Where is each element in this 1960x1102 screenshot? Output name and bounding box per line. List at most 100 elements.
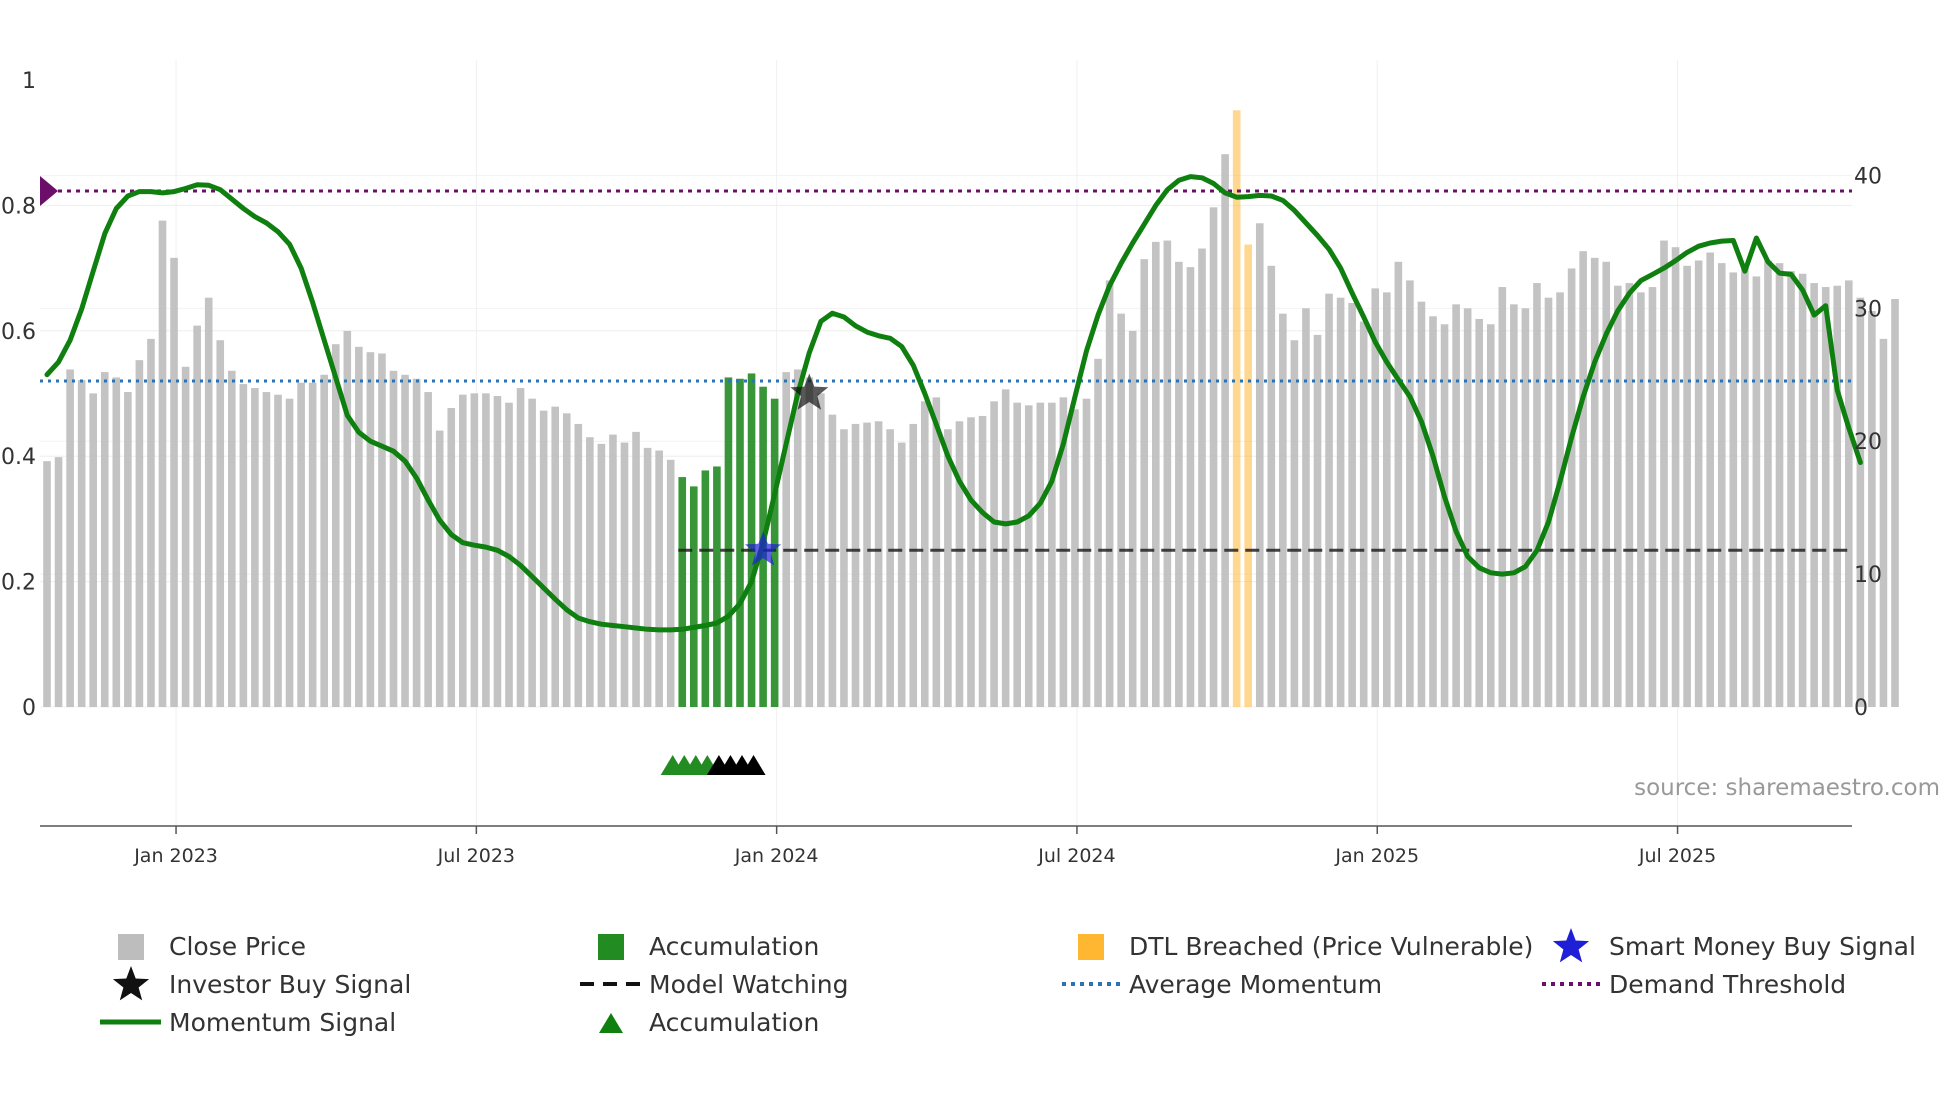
legend-label: Accumulation [649, 1007, 820, 1037]
close-price-bar [1660, 240, 1668, 707]
close-price-bar [874, 421, 883, 707]
close-price-bar [539, 410, 548, 707]
smart-money-buy-signal-star [745, 531, 782, 566]
legend-item-dtl-breached-price-vulnerable: DTL Breached (Price Vulnerable) [1055, 928, 1533, 964]
legend-label: DTL Breached (Price Vulnerable) [1129, 931, 1534, 961]
close-price-bar [1625, 283, 1634, 707]
close-price-bar [1452, 304, 1460, 707]
close-price-bar [216, 340, 225, 707]
x-axis-tick-label: Jul 2025 [1638, 845, 1716, 867]
close-price-bar [1186, 267, 1195, 707]
right-axis-tick-label: 30 [1854, 297, 1882, 322]
accumulation-bar [747, 373, 756, 707]
close-price-bar [274, 394, 282, 707]
close-price-bar [193, 325, 201, 707]
close-price-bar [1879, 338, 1888, 707]
close-price-bar [1105, 280, 1114, 707]
legend-symbol-dot-blue [1055, 966, 1125, 1002]
close-price-bar [1198, 248, 1206, 707]
close-price-bar [562, 413, 571, 707]
accumulation-bar [678, 477, 687, 707]
left-axis-tick-label: 1 [22, 69, 36, 94]
close-price-bar [909, 423, 918, 707]
legend-item-average-momentum: Average Momentum [1055, 966, 1382, 1002]
close-price-bar [1175, 261, 1183, 707]
legend-symbol-triangle-green [575, 1004, 645, 1040]
close-price-bar [1486, 324, 1495, 707]
close-price-bar [1440, 324, 1449, 707]
close-price-bar [343, 330, 352, 707]
close-price-bar [1544, 297, 1553, 707]
close-price-bar [967, 417, 975, 707]
close-price-bar [1001, 389, 1010, 707]
close-price-bar [470, 393, 479, 707]
close-price-bar [1868, 310, 1876, 707]
close-price-bar [1267, 265, 1276, 707]
close-price-bar [355, 346, 363, 707]
momentum-signal-layer [44, 174, 1863, 633]
x-axis-tick-label: Jan 2023 [133, 845, 218, 867]
close-price-bar [586, 437, 594, 707]
close-price-bar [1406, 280, 1414, 707]
source-label: source: sharemaestro.com [1634, 775, 1940, 801]
accumulation-bar [770, 398, 779, 707]
close-price-bar [1729, 272, 1738, 707]
x-axis-tick-label: Jul 2023 [437, 845, 515, 867]
close-price-bar [308, 382, 317, 707]
close-price-bar [944, 429, 952, 707]
close-price-bar [66, 369, 74, 707]
close-price-bar [805, 377, 814, 707]
close-price-bar [1152, 241, 1160, 708]
close-price-bar [1533, 283, 1541, 707]
legend-label: Accumulation [649, 931, 820, 961]
close-price-bar [1221, 154, 1229, 707]
close-price-bar [1036, 402, 1045, 707]
legend: Close Price Accumulation DTL Breached (Pri… [95, 928, 1955, 1058]
accumulation-bar [713, 466, 721, 707]
legend-label: Momentum Signal [169, 1007, 397, 1037]
legend-label: Demand Threshold [1609, 969, 1847, 999]
close-price-bar [1394, 261, 1403, 707]
close-price-bar [1821, 287, 1830, 707]
close-price-bar [228, 370, 236, 707]
close-price-bar [1856, 297, 1865, 707]
close-price-bar [1336, 297, 1345, 707]
close-price-bar [1290, 340, 1299, 707]
legend-symbol-square-green [575, 928, 645, 964]
close-price-bar [1429, 316, 1437, 707]
legend-label: Investor Buy Signal [169, 969, 412, 999]
legend-item-investor-buy-signal: Investor Buy Signal [95, 966, 411, 1002]
close-price-bar [1510, 304, 1518, 707]
close-price-bar [1671, 247, 1680, 707]
close-price-bar [1648, 287, 1657, 707]
legend-label: Close Price [169, 931, 307, 961]
close-price-bar [1302, 308, 1310, 707]
close-price-bar [1059, 397, 1068, 707]
close-price-bar [297, 382, 305, 707]
close-price-bar [1787, 271, 1795, 707]
close-price-bar [147, 338, 155, 707]
close-price-bar [378, 353, 386, 707]
close-price-bar [1013, 402, 1021, 707]
close-price-bar [551, 406, 559, 707]
close-price-bars [43, 110, 1899, 708]
reference-lines [40, 175, 1852, 552]
legend-item-model-watching: Model Watching [575, 966, 849, 1002]
close-price-bar [1891, 299, 1899, 707]
x-axis-tick-label: Jul 2024 [1037, 845, 1115, 867]
close-price-bar [1348, 303, 1356, 707]
close-price-bar [1255, 223, 1264, 707]
close-price-bar [863, 422, 871, 707]
close-price-bar [181, 366, 190, 707]
close-price-bar [1775, 263, 1784, 707]
close-price-bar [932, 397, 941, 707]
accumulation-bar [690, 486, 698, 707]
close-price-bar [170, 257, 178, 707]
left-axis-tick-label: 0.2 [1, 571, 36, 596]
close-price-bar [574, 423, 583, 707]
left-axis-tick-label: 0.4 [1, 445, 36, 470]
close-price-bar [1024, 405, 1033, 707]
close-price-bar [955, 421, 964, 707]
close-price-bar [978, 415, 987, 707]
close-price-bar [516, 388, 525, 707]
